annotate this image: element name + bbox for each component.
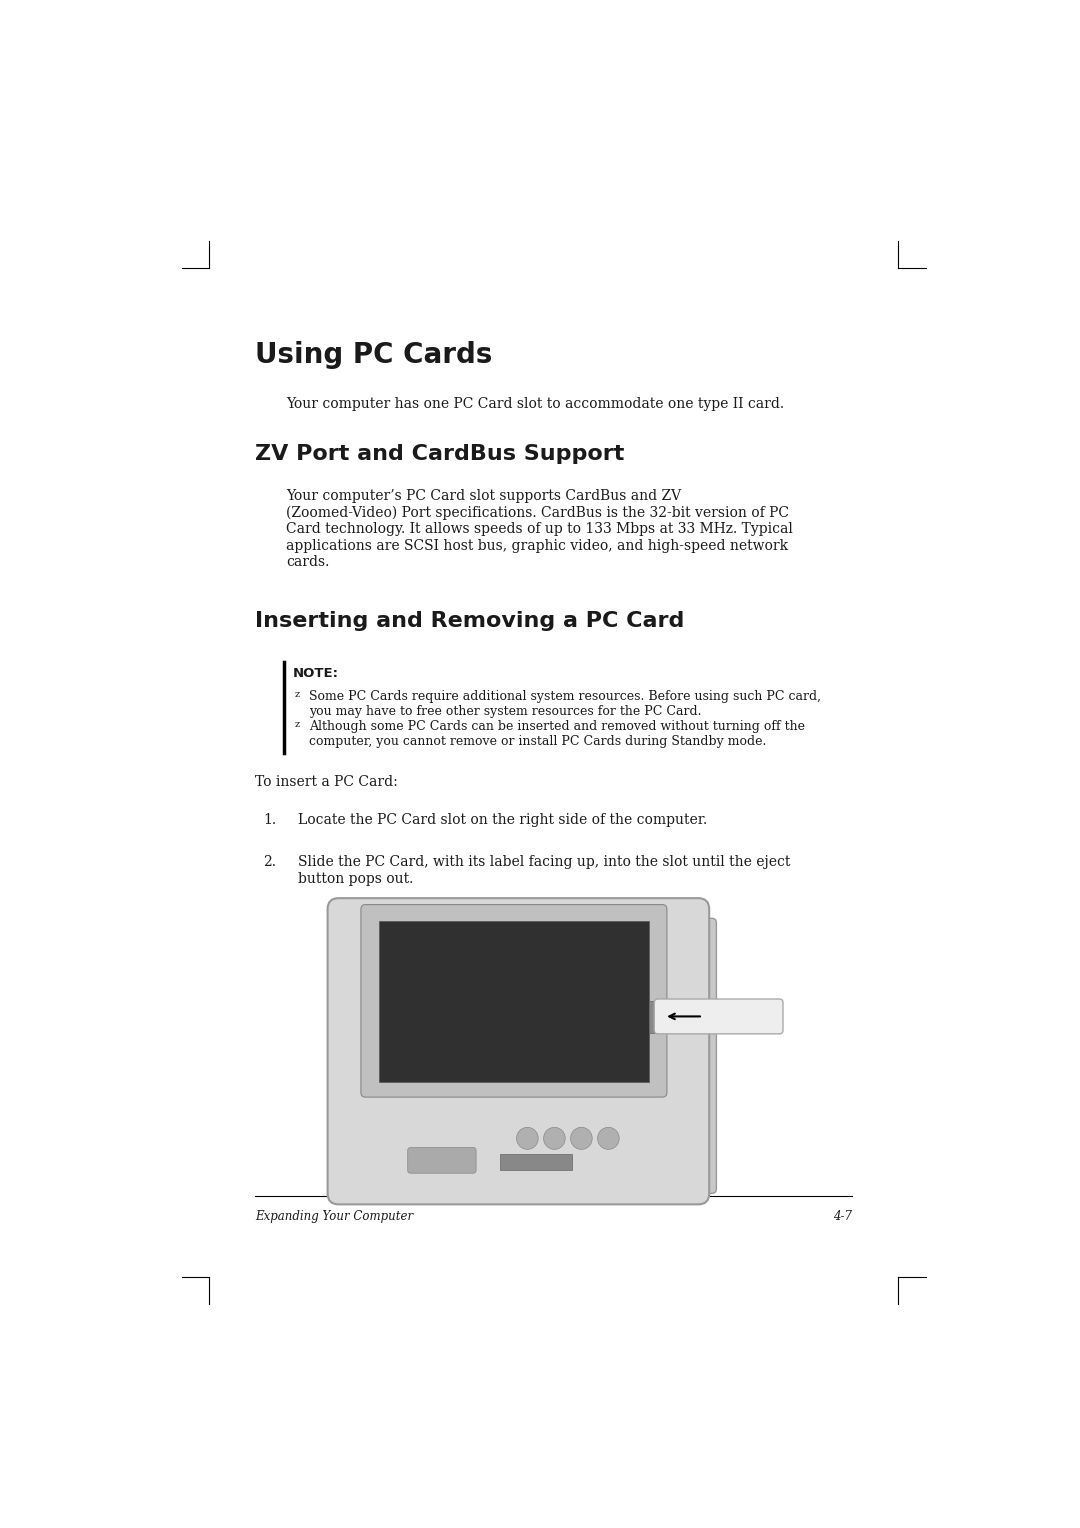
Bar [500,1154,572,1170]
Text: Expanding Your Computer: Expanding Your Computer [255,1210,414,1222]
Text: you may have to free other system resources for the PC Card.: you may have to free other system resour… [309,704,701,718]
Bar [379,921,649,1082]
Text: Inserting and Removing a PC Card: Inserting and Removing a PC Card [255,611,685,631]
Text: Locate the PC Card slot on the right side of the computer.: Locate the PC Card slot on the right sid… [298,813,707,827]
Bar [649,1001,672,1033]
Text: z: z [295,720,300,729]
Text: z: z [295,691,300,698]
Text: 1.: 1. [262,813,276,827]
Text: Although some PC Cards can be inserted and removed without turning off the: Although some PC Cards can be inserted a… [309,720,805,733]
Text: cards.: cards. [286,555,329,570]
Text: 2.: 2. [262,854,275,869]
FancyBboxPatch shape [654,999,783,1034]
Circle shape [597,1128,619,1149]
Text: 4-7: 4-7 [833,1210,852,1222]
Text: Using PC Cards: Using PC Cards [255,341,492,370]
Circle shape [516,1128,538,1149]
Text: Your computer’s PC Card slot supports CardBus and ZV: Your computer’s PC Card slot supports Ca… [286,489,681,503]
Circle shape [570,1128,592,1149]
Text: (Zoomed-Video) Port specifications. CardBus is the 32-bit version of PC: (Zoomed-Video) Port specifications. Card… [286,506,789,520]
Text: Your computer has one PC Card slot to accommodate one type II card.: Your computer has one PC Card slot to ac… [286,397,784,411]
Text: applications are SCSI host bus, graphic video, and high-speed network: applications are SCSI host bus, graphic … [286,539,788,553]
Text: Some PC Cards require additional system resources. Before using such PC card,: Some PC Cards require additional system … [309,691,821,703]
Circle shape [543,1128,565,1149]
Text: Slide the PC Card, with its label facing up, into the slot until the eject: Slide the PC Card, with its label facing… [298,854,791,869]
FancyBboxPatch shape [408,1148,476,1174]
FancyBboxPatch shape [676,918,716,1193]
FancyBboxPatch shape [361,905,667,1097]
Text: Card technology. It allows speeds of up to 133 Mbps at 33 MHz. Typical: Card technology. It allows speeds of up … [286,523,793,536]
Text: NOTE:: NOTE: [293,666,339,680]
Text: ZV Port and CardBus Support: ZV Port and CardBus Support [255,443,624,463]
Text: button pops out.: button pops out. [298,872,414,886]
Text: computer, you cannot remove or install PC Cards during Standby mode.: computer, you cannot remove or install P… [309,735,766,747]
Text: To insert a PC Card:: To insert a PC Card: [255,775,397,788]
FancyBboxPatch shape [327,898,710,1204]
